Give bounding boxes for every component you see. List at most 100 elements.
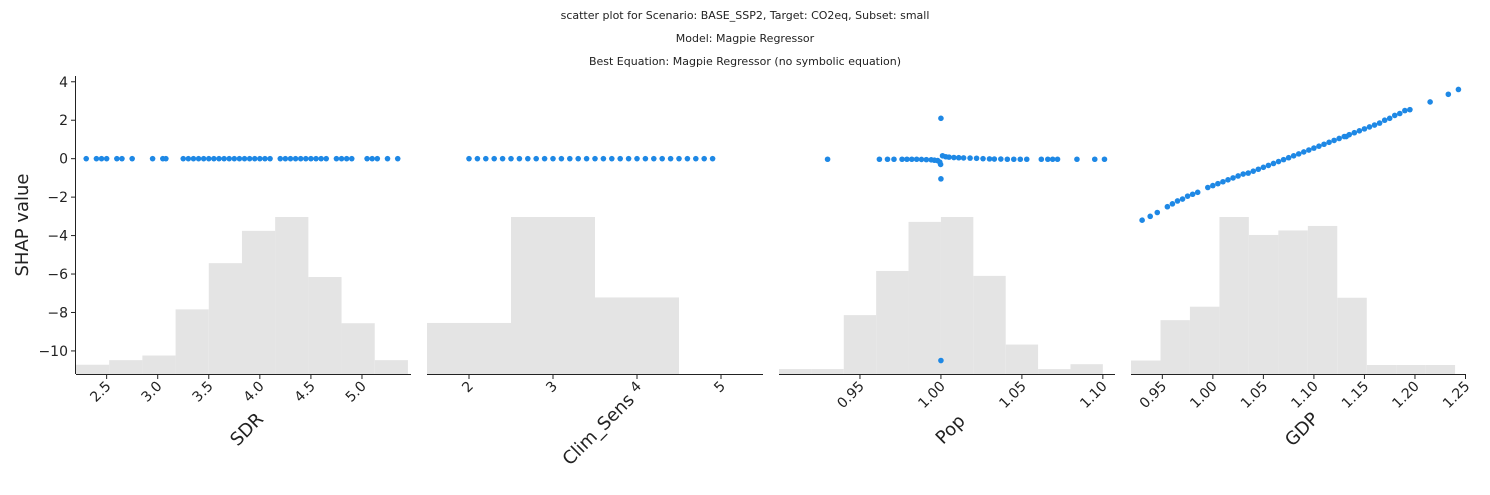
scatter-point — [1245, 170, 1252, 176]
histogram-bar — [1219, 217, 1249, 374]
scatter-point — [1295, 151, 1302, 157]
scatter-point — [1255, 166, 1262, 173]
histogram-bar — [341, 323, 375, 374]
scatter-point — [938, 357, 944, 364]
scatter-point — [904, 156, 910, 163]
x-tick-label: 3.5 — [190, 379, 217, 406]
scatter-point — [483, 155, 489, 162]
scatter-point — [1445, 91, 1452, 98]
x-tick-label: 2.5 — [87, 379, 114, 406]
scatter-point — [937, 161, 944, 168]
scatter-point — [83, 155, 90, 162]
scatter-point — [558, 155, 565, 162]
x-tick-label: 1.20 — [1389, 379, 1422, 412]
scatter-point — [231, 155, 238, 162]
histogram-bar — [908, 221, 941, 374]
histogram-bar — [811, 369, 844, 374]
scatter-point — [1427, 99, 1433, 105]
scatter-point — [516, 155, 523, 162]
x-tick-label: 3 — [543, 379, 561, 397]
scatter-point — [701, 155, 707, 162]
y-tick-label: −8 — [47, 305, 68, 321]
scatter-point — [600, 155, 607, 162]
scatter-point — [541, 155, 548, 162]
scatter-point — [918, 156, 925, 163]
scatter-point — [216, 155, 222, 162]
scatter-point — [1260, 164, 1267, 171]
scatter-point — [1174, 198, 1181, 204]
y-tick-label: 0 — [59, 152, 68, 168]
scatter-point — [313, 155, 319, 162]
scatter-point — [1397, 110, 1403, 117]
scatter-point — [1381, 117, 1388, 124]
x-tick-label: 4 — [627, 378, 645, 396]
scatter-point — [1265, 162, 1272, 169]
scatter-point — [923, 156, 930, 163]
scatter-point — [951, 154, 957, 161]
scatter-point — [1356, 127, 1363, 134]
scatter-point — [297, 155, 304, 162]
scatter-point — [251, 155, 258, 162]
scatter-point — [1049, 156, 1056, 163]
scatter-point — [499, 155, 506, 162]
scatter-point — [226, 155, 233, 162]
scatter-point — [684, 155, 691, 162]
scatter-point — [1386, 115, 1393, 122]
scatter-point — [374, 155, 381, 162]
scatter-point — [491, 155, 498, 162]
scatter-point — [1139, 217, 1145, 223]
scatter-point — [364, 155, 370, 162]
scatter-point — [98, 155, 105, 162]
scatter-point — [1250, 168, 1257, 174]
scatter-point — [246, 155, 253, 162]
histogram-bar — [374, 360, 408, 374]
x-tick-label: 1.00 — [915, 379, 948, 412]
scatter-point — [693, 155, 699, 162]
scatter-point — [908, 156, 915, 163]
scatter-point — [277, 155, 284, 162]
scatter-point — [343, 155, 350, 162]
scatter-point — [1230, 175, 1236, 181]
scatter-point — [119, 155, 125, 162]
scatter-point — [609, 155, 615, 162]
scatter-point — [946, 154, 952, 160]
histogram-bar — [511, 217, 595, 374]
histogram-bar — [876, 270, 909, 374]
scatter-point — [1004, 156, 1011, 163]
scatter-point — [550, 155, 556, 162]
x-tick-label: 5.0 — [343, 379, 370, 406]
x-tick-label: 5 — [711, 379, 729, 397]
scatter-point — [617, 155, 623, 162]
scatter-point — [884, 156, 891, 163]
scatter-point — [1164, 203, 1171, 210]
scatter-point — [205, 155, 212, 162]
histogram-bar — [1189, 306, 1220, 374]
scatter-point — [955, 154, 962, 161]
scatter-point — [508, 155, 514, 162]
scatter-point — [282, 155, 289, 162]
y-tick-label: 2 — [59, 113, 68, 129]
histogram-bar — [1038, 369, 1071, 374]
x-tick-label: 0.95 — [834, 379, 867, 412]
x-axis-label: Clim_Sens — [559, 390, 639, 470]
scatter-point — [1101, 156, 1108, 163]
histogram-bar — [1278, 230, 1308, 374]
scatter-point — [338, 155, 345, 162]
scatter-point — [394, 155, 401, 162]
scatter-point — [659, 155, 665, 162]
scatter-point — [1169, 201, 1176, 207]
x-axis-label: GDP — [1281, 408, 1323, 450]
scatter-point — [642, 155, 649, 162]
scatter-point — [533, 155, 539, 162]
scatter-point — [1189, 191, 1196, 198]
scatter-point — [651, 155, 657, 162]
scatter-point — [287, 155, 294, 162]
histogram-bar — [109, 360, 143, 374]
scatter-point — [474, 155, 481, 162]
y-tick-label: −6 — [47, 267, 68, 283]
scatter-point — [1023, 156, 1030, 163]
x-tick-label: 1.25 — [1440, 379, 1473, 412]
scatter-point — [348, 155, 355, 162]
scatter-point — [163, 155, 169, 162]
scatter-point — [998, 156, 1004, 162]
